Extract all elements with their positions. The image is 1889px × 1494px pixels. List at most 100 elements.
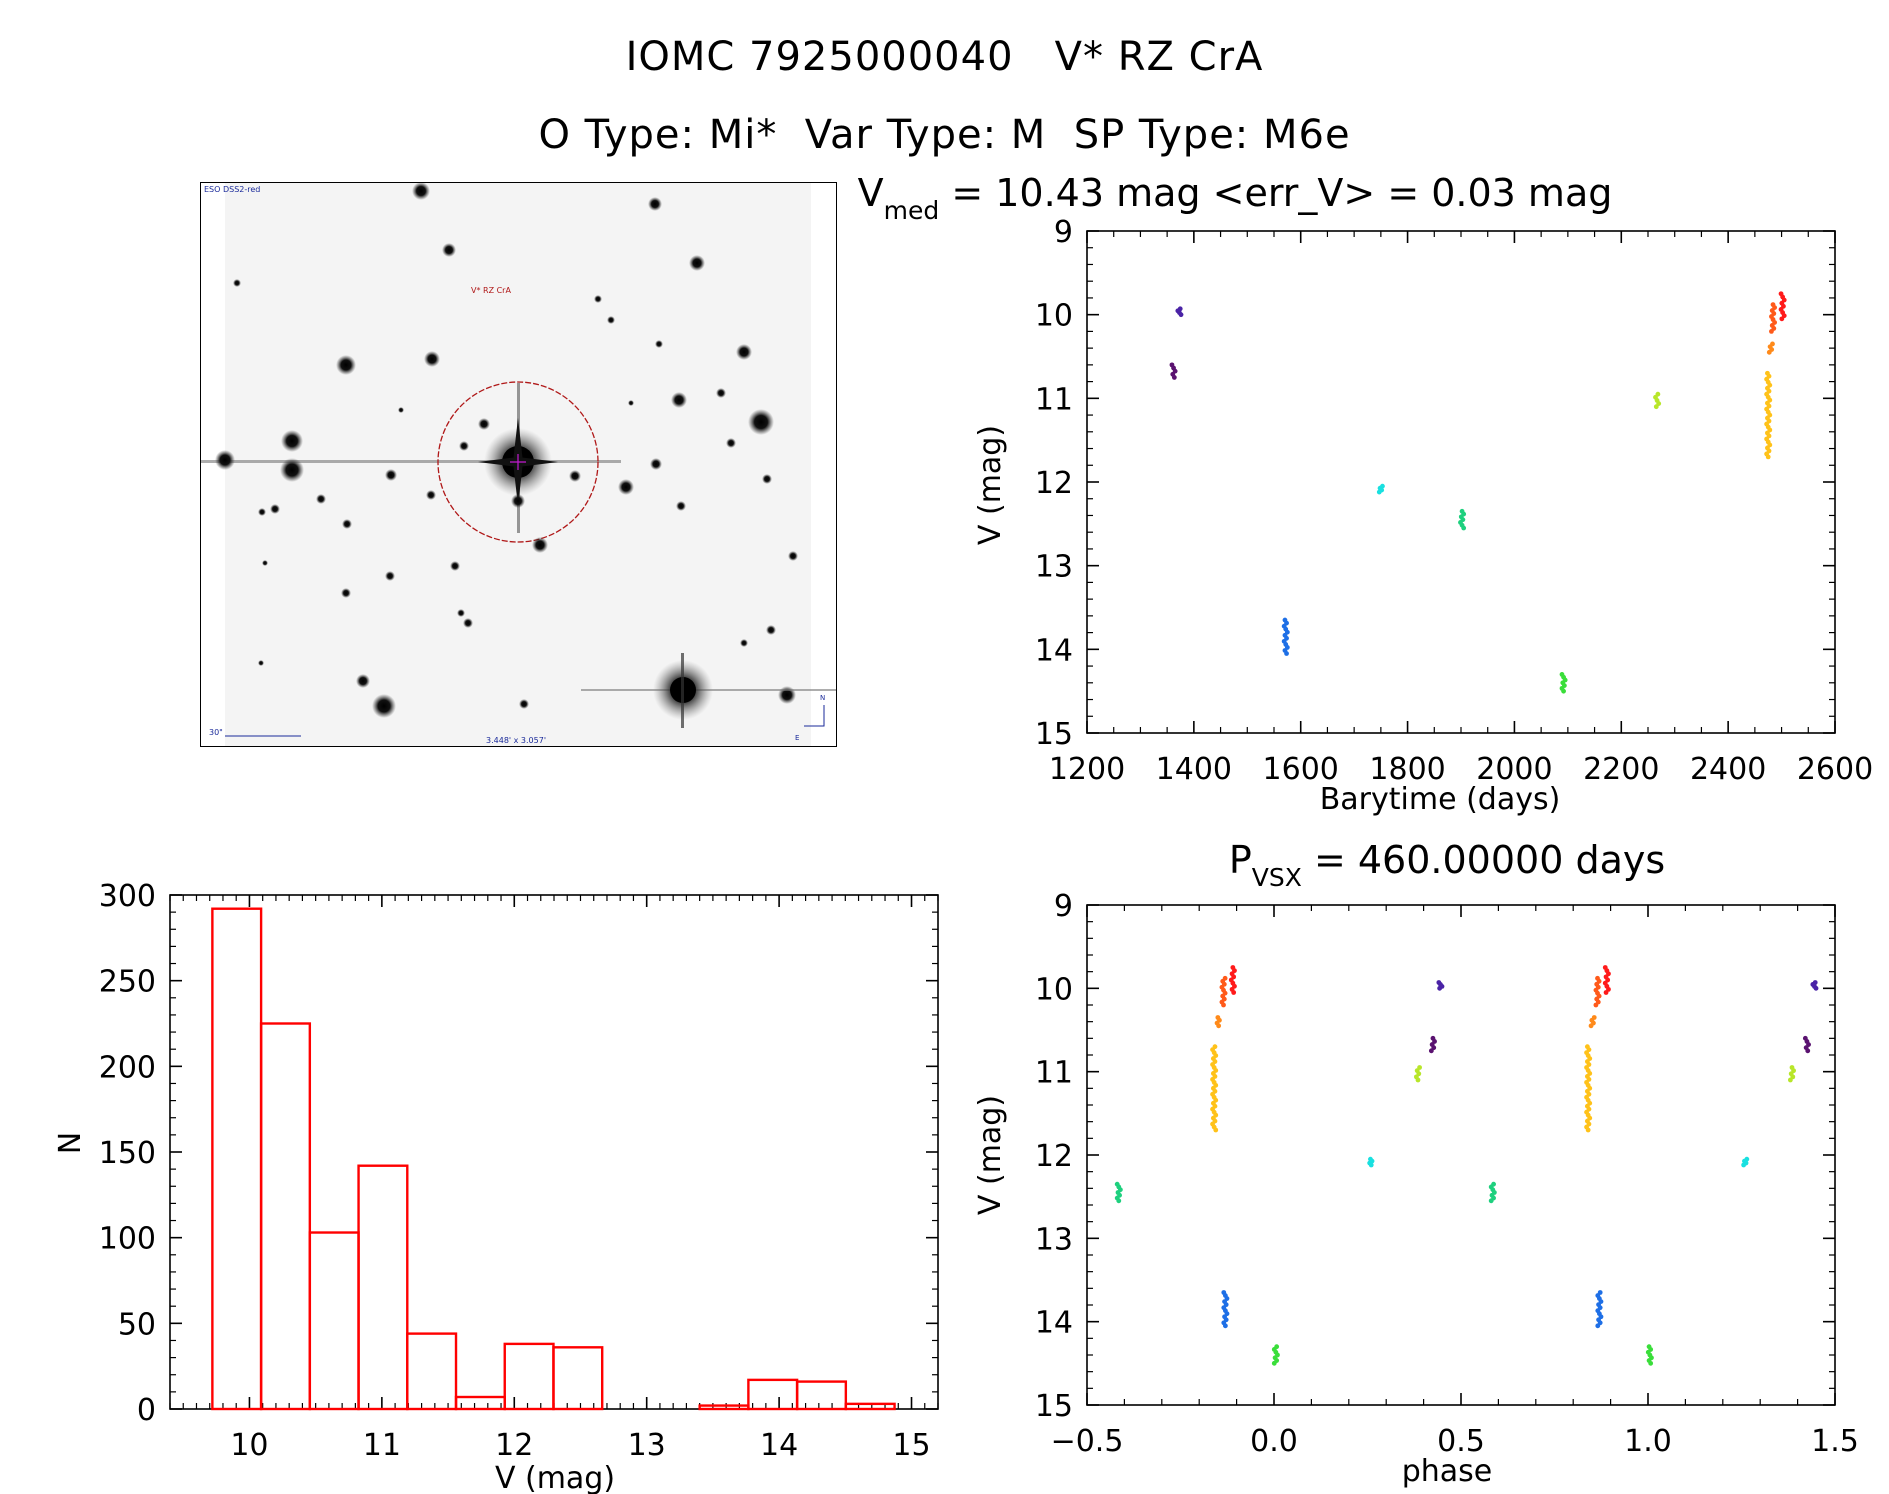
y-tick-label: 12 bbox=[1035, 466, 1073, 501]
x-tick-label: 0.0 bbox=[1250, 1424, 1298, 1459]
plot-frame bbox=[169, 894, 939, 1410]
x-tick-label: 0.5 bbox=[1437, 1424, 1485, 1459]
x-tick-label: 1200 bbox=[1049, 752, 1125, 787]
histogram-bar bbox=[211, 907, 263, 1411]
data-point bbox=[1779, 316, 1785, 322]
y-tick-label: 150 bbox=[99, 1136, 156, 1171]
histogram-bar bbox=[844, 1402, 896, 1411]
data-point bbox=[1368, 1162, 1374, 1168]
histogram-xlabel: V (mag) bbox=[495, 1461, 615, 1494]
y-tick-label: 11 bbox=[1035, 382, 1073, 417]
phased-xlabel: phase bbox=[1402, 1454, 1493, 1489]
x-tick-label: 1800 bbox=[1369, 752, 1445, 787]
y-tick-label: 200 bbox=[99, 1050, 156, 1085]
phased-title: PVSX = 460.00000 days bbox=[1229, 838, 1665, 892]
y-tick-label: 250 bbox=[99, 965, 156, 1000]
histogram-bar bbox=[259, 1022, 312, 1411]
scale-label: 30" bbox=[209, 728, 223, 737]
bright-star bbox=[581, 653, 836, 728]
x-tick-label: 1400 bbox=[1156, 752, 1232, 787]
x-tick-label: −0.5 bbox=[1051, 1424, 1124, 1459]
data-point bbox=[1741, 1162, 1747, 1168]
x-tick-label: 15 bbox=[892, 1428, 930, 1463]
fov-label: 3.448' x 3.057' bbox=[486, 736, 546, 745]
east-label: E bbox=[795, 734, 799, 742]
phased-points bbox=[1114, 965, 1819, 1366]
x-tick-label: 1600 bbox=[1263, 752, 1339, 787]
phased-plot: PVSX = 460.00000 days −0.5 0.0 0.5 1.0 1.5 9 1… bbox=[973, 838, 1859, 1489]
sky-field: V* RZ CrA bbox=[201, 183, 836, 746]
lightcurve-title: Vmed = 10.43 mag <err_V> = 0.03 mag bbox=[858, 171, 1613, 225]
lightcurve-plot: Vmed = 10.43 mag <err_V> = 0.03 mag 1200… bbox=[858, 171, 1874, 817]
main-title: IOMC 7925000040 V* RZ CrA bbox=[625, 34, 1264, 80]
y-tick-label: 14 bbox=[1035, 633, 1073, 668]
histogram-bars bbox=[211, 907, 896, 1411]
phased-ylabel: V (mag) bbox=[973, 1095, 1008, 1215]
data-point bbox=[1561, 688, 1566, 694]
data-point bbox=[1813, 985, 1819, 991]
data-point bbox=[1178, 312, 1184, 318]
y-tick-label: 300 bbox=[99, 879, 156, 914]
y-tick-label: 11 bbox=[1035, 1056, 1073, 1091]
y-tick-label: 9 bbox=[1054, 215, 1073, 250]
plot-frame bbox=[1086, 230, 1836, 734]
x-tick-label: 12 bbox=[495, 1428, 533, 1463]
histogram-ylabel: N bbox=[53, 1132, 88, 1154]
y-tick-label: 100 bbox=[99, 1222, 156, 1257]
data-point bbox=[1116, 1198, 1122, 1204]
data-point bbox=[1603, 990, 1609, 995]
y-tick-label: 9 bbox=[1054, 889, 1073, 924]
data-point bbox=[1648, 1360, 1654, 1366]
histogram-bar bbox=[406, 1332, 458, 1411]
y-tick-label: 50 bbox=[118, 1307, 156, 1342]
lightcurve-xlabel: Barytime (days) bbox=[1320, 782, 1561, 817]
data-point bbox=[1216, 1023, 1222, 1029]
y-tick-label: 13 bbox=[1035, 550, 1073, 585]
histogram-bar bbox=[357, 1164, 409, 1411]
data-point bbox=[1213, 1127, 1219, 1133]
x-tick-label: 1.0 bbox=[1624, 1424, 1672, 1459]
survey-label: ESO DSS2-red bbox=[204, 185, 261, 194]
type-subtitle: O Type: Mi* Var Type: M SP Type: M6e bbox=[538, 112, 1351, 158]
y-tick-label: 14 bbox=[1035, 1306, 1073, 1341]
target-crosshair-icon bbox=[510, 454, 526, 470]
data-point bbox=[1461, 525, 1467, 531]
data-point bbox=[1787, 1077, 1793, 1083]
data-point bbox=[1415, 1077, 1421, 1083]
histogram-bar bbox=[454, 1395, 506, 1411]
phased-axes: −0.5 0.0 0.5 1.0 1.5 9 10 11 12 13 14 15 bbox=[1035, 889, 1859, 1459]
data-point bbox=[1765, 454, 1771, 460]
data-point bbox=[1585, 1127, 1591, 1133]
data-point bbox=[1769, 329, 1774, 334]
field-stars bbox=[215, 183, 798, 718]
data-point bbox=[1588, 1023, 1594, 1029]
y-tick-label: 10 bbox=[1035, 972, 1073, 1007]
data-point bbox=[1222, 1323, 1228, 1329]
histogram-bar bbox=[747, 1378, 799, 1411]
x-tick-label: 2200 bbox=[1583, 752, 1659, 787]
data-point bbox=[1376, 489, 1382, 495]
data-point bbox=[1805, 1048, 1811, 1054]
target-circle bbox=[437, 381, 599, 543]
data-point bbox=[1653, 404, 1659, 410]
y-tick-label: 0 bbox=[137, 1393, 156, 1428]
x-tick-label: 2400 bbox=[1690, 752, 1766, 787]
y-tick-label: 10 bbox=[1035, 299, 1073, 334]
data-point bbox=[1595, 1323, 1601, 1329]
data-point bbox=[1284, 651, 1289, 656]
histogram-bar bbox=[795, 1380, 848, 1411]
histogram-bar bbox=[552, 1346, 604, 1411]
plot-frame bbox=[1086, 904, 1836, 1406]
data-point bbox=[1231, 990, 1237, 995]
histogram-bar bbox=[308, 1231, 360, 1411]
x-tick-label: 11 bbox=[363, 1428, 401, 1463]
histogram-bar bbox=[503, 1342, 555, 1411]
x-tick-label: 10 bbox=[230, 1428, 268, 1463]
compass-icon bbox=[804, 705, 825, 727]
lightcurve-axes: 1200 1400 1600 1800 2000 2200 2400 2600 9 10 11 12 1… bbox=[1035, 215, 1873, 787]
target-label: V* RZ CrA bbox=[471, 286, 511, 295]
x-tick-label: 2000 bbox=[1476, 752, 1552, 787]
data-point bbox=[1171, 375, 1177, 380]
lightcurve-ylabel: V (mag) bbox=[973, 425, 1008, 545]
